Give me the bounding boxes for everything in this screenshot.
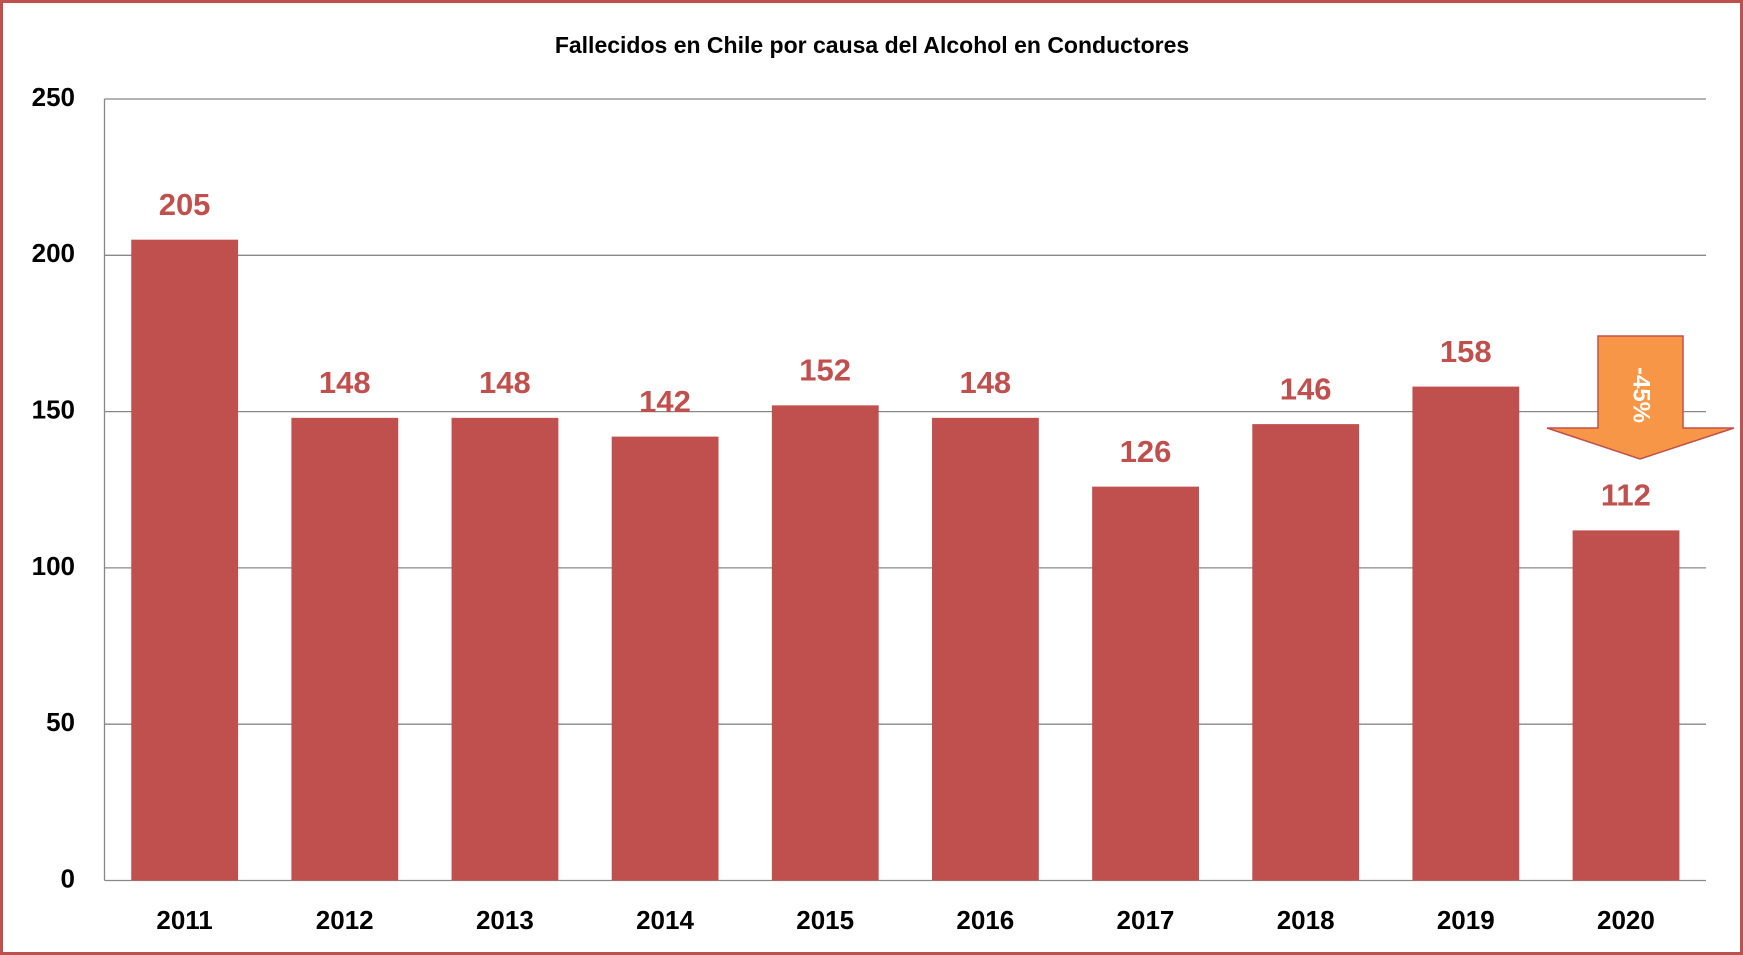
y-tick-label: 50: [46, 707, 75, 737]
bar: [771, 405, 879, 881]
bar: [131, 239, 239, 881]
x-tick-label: 2017: [1117, 905, 1175, 935]
data-label: 126: [1120, 434, 1172, 469]
y-tick-label: 250: [32, 82, 75, 112]
x-tick-label: 2012: [316, 905, 374, 935]
bar: [1412, 386, 1520, 881]
annotation: -45%: [1628, 367, 1655, 423]
x-tick-label: 2019: [1437, 905, 1495, 935]
data-label: 205: [159, 187, 211, 222]
data-label: 148: [959, 365, 1011, 400]
bar: [451, 417, 559, 881]
bar: [931, 417, 1039, 881]
bar: [1092, 486, 1199, 881]
data-label: 142: [639, 384, 691, 419]
x-tick-label: 2020: [1597, 905, 1655, 935]
x-tick-label: 2015: [796, 905, 854, 935]
data-label: 148: [319, 365, 371, 400]
bar: [611, 436, 719, 881]
y-tick-label: 150: [32, 394, 75, 424]
x-tick-label: 2018: [1277, 905, 1335, 935]
bar: [1572, 530, 1680, 881]
data-label: 152: [799, 353, 851, 388]
bar: [1252, 424, 1360, 881]
arrow: [1546, 335, 1735, 460]
y-tick-label: 100: [32, 551, 75, 581]
data-label: 158: [1440, 334, 1492, 369]
bar: [291, 417, 399, 881]
x-tick-label: 2013: [476, 905, 534, 935]
data-label: 112: [1601, 478, 1651, 513]
x-tick-label: 2016: [956, 905, 1014, 935]
chart-title: Fallecidos en Chile por causa del Alcoho…: [555, 32, 1189, 58]
y-tick-label: 0: [61, 863, 75, 893]
x-tick-label: 2014: [636, 905, 694, 935]
y-tick-label: 200: [32, 238, 75, 268]
x-tick-label: 2011: [156, 905, 212, 935]
data-label: 146: [1280, 371, 1332, 406]
data-label: 148: [479, 365, 531, 400]
